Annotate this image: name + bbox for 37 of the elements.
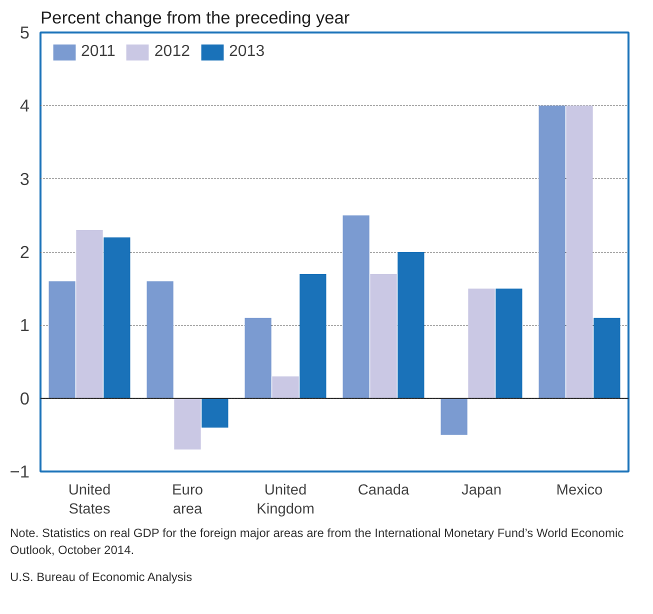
- x-tick-label: Canada: [358, 482, 410, 498]
- y-axis-title: Percent change from the preceding year: [40, 8, 350, 28]
- x-tick-label: Mexico: [556, 482, 603, 498]
- x-tick-label: United States: [68, 482, 111, 518]
- y-tick-label: 3: [20, 168, 30, 189]
- bar: [300, 274, 326, 398]
- bar: [48, 281, 76, 398]
- legend-label: 2012: [154, 43, 190, 61]
- bar: [174, 398, 201, 450]
- bar: [146, 281, 174, 398]
- bar: [244, 318, 272, 398]
- bar: [104, 237, 130, 398]
- bar: [76, 230, 103, 398]
- y-tick-label: 2: [20, 242, 30, 262]
- bar: [342, 215, 370, 398]
- bar: [538, 106, 566, 398]
- bar: [398, 252, 424, 398]
- text: U.S. Bureau of Economic Analysis: [10, 569, 192, 586]
- y-tick-label: 4: [20, 96, 30, 116]
- bar: [202, 398, 228, 428]
- text: Note. Statistics on real GDP for the foreign major areas are from the International Monetary Fund’s World Economic Outlook, October 2014.: [10, 525, 625, 560]
- bar: [496, 288, 522, 398]
- y-tick-label: −1: [10, 462, 30, 482]
- bar: [594, 318, 620, 398]
- bar: [440, 398, 468, 435]
- bar: [566, 106, 593, 398]
- legend-label: 2013: [229, 43, 265, 61]
- legend-label: 2011: [81, 43, 116, 61]
- bar: [468, 288, 495, 398]
- y-tick-label: 0: [20, 388, 30, 408]
- y-tick-label: 5: [20, 22, 30, 42]
- y-tick-label: 1: [20, 315, 30, 336]
- bar: [272, 376, 299, 398]
- x-tick-label: United Kingdom: [256, 482, 314, 518]
- bar: [370, 274, 397, 398]
- x-tick-label: Japan: [462, 482, 502, 498]
- x-tick-label: Euro area: [172, 482, 204, 518]
